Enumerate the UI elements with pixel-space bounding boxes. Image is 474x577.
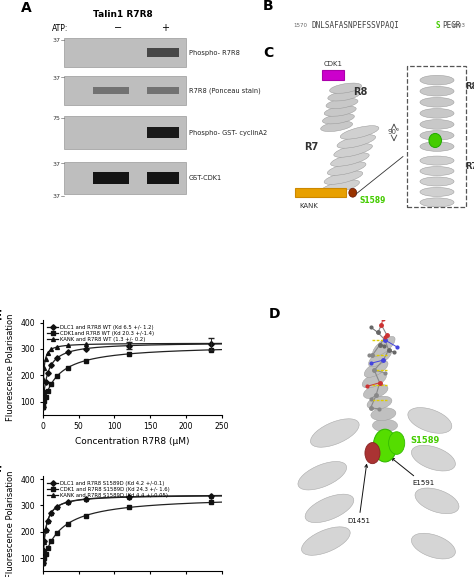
Ellipse shape — [328, 162, 366, 175]
Ellipse shape — [373, 336, 395, 356]
Text: S1589: S1589 — [410, 436, 439, 445]
Ellipse shape — [420, 119, 454, 129]
FancyBboxPatch shape — [322, 70, 344, 80]
Circle shape — [349, 188, 357, 197]
Legend: DLC1 and R7R8 S1589D (Kd 4.2 +/-0.1), CDK1 and R7R8 S1589D (Kd 24.3 +/- 1.6), KA: DLC1 and R7R8 S1589D (Kd 4.2 +/-0.1), CD… — [46, 479, 172, 500]
Ellipse shape — [420, 130, 454, 140]
Circle shape — [374, 429, 397, 462]
Ellipse shape — [420, 98, 454, 107]
Ellipse shape — [420, 198, 454, 207]
FancyBboxPatch shape — [146, 48, 179, 57]
Ellipse shape — [373, 419, 398, 432]
Ellipse shape — [322, 114, 355, 124]
FancyBboxPatch shape — [146, 87, 179, 95]
FancyBboxPatch shape — [64, 76, 186, 105]
Ellipse shape — [408, 407, 452, 433]
Circle shape — [365, 443, 380, 464]
Ellipse shape — [320, 121, 353, 132]
Ellipse shape — [367, 396, 392, 410]
FancyBboxPatch shape — [64, 162, 186, 194]
Text: R7R8 (Ponceau stain): R7R8 (Ponceau stain) — [189, 87, 261, 94]
Ellipse shape — [305, 494, 354, 523]
Ellipse shape — [420, 167, 454, 175]
Ellipse shape — [411, 445, 456, 471]
Ellipse shape — [362, 373, 386, 388]
Text: S1589: S1589 — [360, 196, 386, 205]
Text: 1593: 1593 — [452, 23, 465, 28]
Text: 75: 75 — [53, 117, 61, 121]
Text: S: S — [436, 21, 440, 30]
Ellipse shape — [420, 108, 454, 118]
Ellipse shape — [337, 135, 375, 148]
Text: R8: R8 — [353, 87, 367, 97]
Text: −: − — [114, 24, 122, 33]
Text: DNLSAFASNPEFSSVPAQI: DNLSAFASNPEFSSVPAQI — [311, 21, 400, 30]
Ellipse shape — [321, 180, 359, 193]
Ellipse shape — [324, 171, 363, 185]
Legend: DLC1 and R7R8 WT (Kd 6.5 +/- 1.2), CDK1and R7R8 WT (Kd 20.3 +/-1.4), KANK and R7: DLC1 and R7R8 WT (Kd 6.5 +/- 1.2), CDK1a… — [46, 323, 156, 344]
Y-axis label: Fluorescence Polarisation: Fluorescence Polarisation — [6, 313, 15, 421]
Ellipse shape — [411, 533, 456, 559]
Text: 37: 37 — [53, 194, 61, 199]
Circle shape — [389, 432, 405, 454]
Ellipse shape — [420, 177, 454, 186]
Text: D: D — [268, 308, 280, 321]
Ellipse shape — [364, 384, 388, 399]
Text: R7: R7 — [304, 141, 319, 152]
Text: 37: 37 — [53, 39, 61, 43]
FancyBboxPatch shape — [93, 87, 129, 95]
Ellipse shape — [420, 142, 454, 151]
Ellipse shape — [368, 349, 392, 367]
Ellipse shape — [371, 408, 396, 421]
Ellipse shape — [364, 361, 388, 377]
Ellipse shape — [330, 153, 369, 166]
Ellipse shape — [329, 83, 362, 93]
Ellipse shape — [420, 188, 454, 196]
FancyBboxPatch shape — [146, 171, 179, 184]
Text: ATP:: ATP: — [52, 24, 68, 33]
FancyBboxPatch shape — [64, 39, 186, 68]
Text: CDK1: CDK1 — [324, 61, 343, 67]
Ellipse shape — [420, 156, 454, 165]
Text: D1451: D1451 — [347, 464, 370, 524]
Ellipse shape — [328, 91, 360, 101]
Ellipse shape — [415, 488, 459, 514]
Ellipse shape — [334, 144, 373, 158]
Text: R7: R7 — [465, 162, 474, 171]
Text: Phospho- GST- cyclinA2: Phospho- GST- cyclinA2 — [189, 130, 267, 136]
Text: 1570: 1570 — [293, 23, 308, 28]
Text: GST-CDK1: GST-CDK1 — [189, 175, 222, 181]
Text: 90°: 90° — [388, 129, 400, 136]
Ellipse shape — [298, 462, 346, 490]
Ellipse shape — [420, 76, 454, 85]
Text: F: F — [0, 465, 2, 479]
Ellipse shape — [310, 419, 359, 447]
FancyBboxPatch shape — [146, 128, 179, 138]
FancyBboxPatch shape — [93, 171, 129, 184]
Ellipse shape — [340, 126, 379, 139]
Text: C: C — [263, 46, 273, 60]
Text: Talin1 R7R8: Talin1 R7R8 — [93, 10, 153, 18]
Text: PEGR: PEGR — [442, 21, 461, 30]
Text: 37: 37 — [53, 162, 61, 167]
Ellipse shape — [324, 106, 356, 116]
Text: A: A — [21, 1, 32, 15]
FancyBboxPatch shape — [295, 188, 346, 197]
Ellipse shape — [420, 87, 454, 96]
Text: +: + — [161, 24, 169, 33]
Text: 37: 37 — [53, 76, 61, 81]
Text: E: E — [0, 309, 2, 323]
Text: R8: R8 — [465, 82, 474, 91]
Text: B: B — [263, 0, 274, 13]
Circle shape — [429, 133, 441, 148]
Text: KANK: KANK — [299, 203, 318, 209]
Ellipse shape — [301, 527, 350, 555]
Ellipse shape — [326, 98, 358, 108]
Y-axis label: Fluorescence Polarisation: Fluorescence Polarisation — [6, 470, 15, 577]
X-axis label: Concentration R7R8 (μM): Concentration R7R8 (μM) — [75, 437, 190, 446]
Text: E1591: E1591 — [392, 458, 434, 486]
Text: Phospho- R7R8: Phospho- R7R8 — [189, 50, 240, 56]
FancyBboxPatch shape — [64, 117, 186, 149]
